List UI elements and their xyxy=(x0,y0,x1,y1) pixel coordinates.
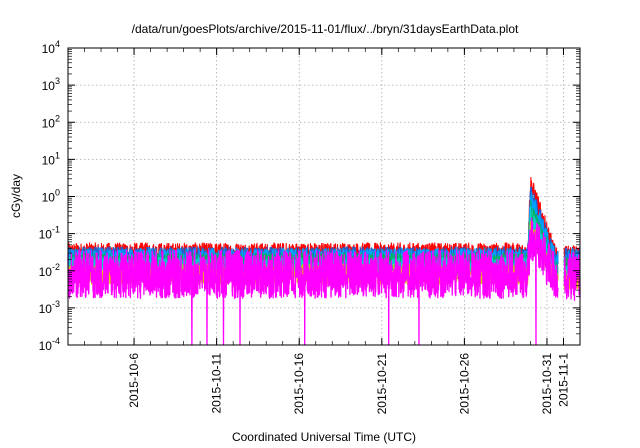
x-tick-label: 2015-10-6 xyxy=(127,353,141,408)
gridlines xyxy=(68,47,580,346)
y-tick-label: 101 xyxy=(42,150,60,167)
y-tick-label: 104 xyxy=(42,39,60,56)
y-tick-label: 10-1 xyxy=(39,225,60,242)
x-tick-label: 2015-10-31 xyxy=(540,353,554,415)
x-tick-label: 2015-10-16 xyxy=(292,353,306,415)
y-tick-labels: 10-4 10-3 10-2 10-1 100 101 102 103 104 xyxy=(39,39,60,353)
y-tick-label: 10-4 xyxy=(39,336,60,353)
x-tick-label: 2015-10-21 xyxy=(375,353,389,415)
y-tick-label: 103 xyxy=(42,76,60,93)
y-tick-label: 102 xyxy=(42,113,60,130)
data-series xyxy=(67,176,581,346)
axis-ticks xyxy=(67,47,581,346)
y-axis-label: cGy/day xyxy=(9,174,23,218)
x-tick-label: 2015-10-11 xyxy=(210,353,224,414)
y-tick-label: 10-2 xyxy=(39,262,60,279)
x-tick-label: 2015-11-1 xyxy=(556,353,570,407)
plot-area xyxy=(67,47,581,346)
chart-title: /data/run/goesPlots/archive/2015-11-01/f… xyxy=(132,22,519,36)
y-tick-label: 100 xyxy=(42,188,60,205)
x-tick-labels: 2015-10-6 2015-10-11 2015-10-16 2015-10-21 2… xyxy=(127,353,570,415)
x-axis-label: Coordinated Universal Time (UTC) xyxy=(232,430,416,444)
y-tick-label: 10-3 xyxy=(39,299,60,316)
x-tick-label: 2015-10-26 xyxy=(457,353,471,415)
series-line xyxy=(67,217,581,346)
